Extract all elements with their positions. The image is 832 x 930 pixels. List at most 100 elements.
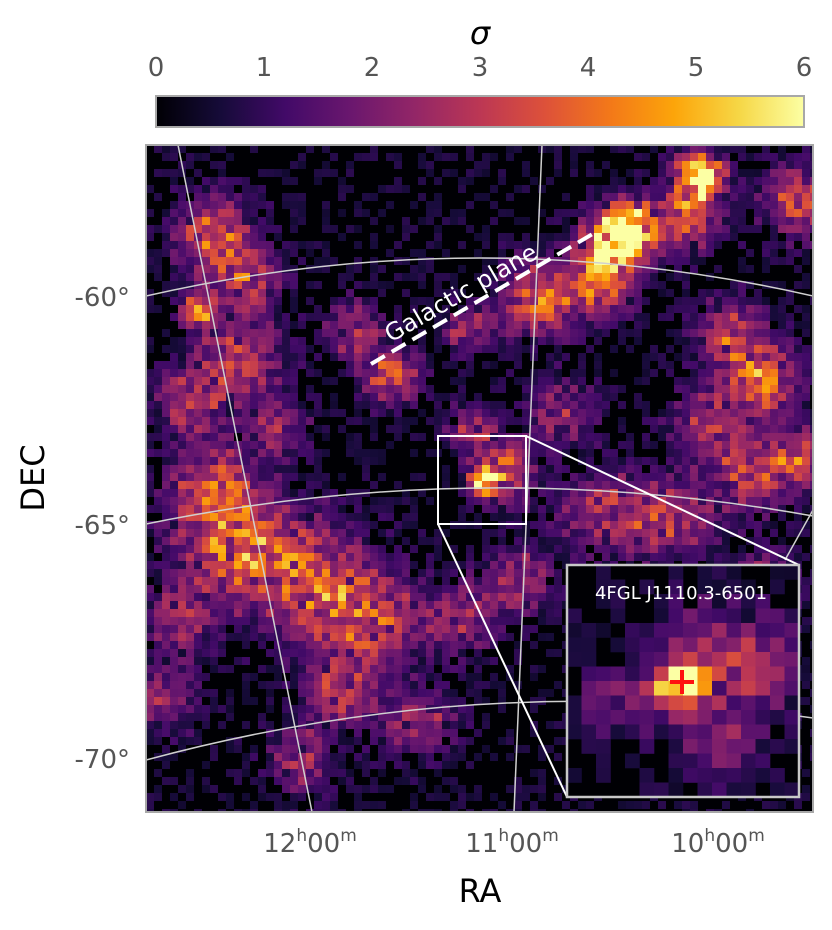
map-pixel (458, 457, 466, 465)
map-pixel (562, 441, 570, 449)
map-pixel (810, 145, 813, 153)
map-pixel (218, 249, 226, 257)
map-pixel (690, 481, 698, 489)
map-pixel (242, 673, 250, 681)
map-pixel (306, 433, 314, 441)
map-pixel (146, 529, 154, 537)
map-pixel (746, 425, 754, 433)
map-pixel (738, 521, 746, 529)
map-pixel (386, 353, 394, 361)
map-pixel (346, 537, 354, 545)
map-pixel (698, 449, 706, 457)
map-pixel (658, 153, 666, 161)
map-pixel (762, 145, 770, 153)
map-pixel (466, 489, 474, 497)
map-pixel (290, 361, 298, 369)
map-pixel (154, 561, 162, 569)
map-pixel (298, 777, 306, 785)
map-pixel (242, 305, 250, 313)
map-pixel (210, 393, 218, 401)
map-pixel (234, 417, 242, 425)
map-pixel (506, 281, 514, 289)
map-pixel (306, 721, 314, 729)
map-pixel (226, 305, 234, 313)
map-pixel (466, 641, 474, 649)
map-pixel (362, 385, 370, 393)
map-pixel (634, 337, 642, 345)
map-pixel (314, 625, 322, 633)
map-pixel (194, 681, 202, 689)
map-pixel (562, 513, 570, 521)
map-pixel (450, 273, 458, 281)
map-pixel (178, 337, 186, 345)
map-pixel (498, 241, 506, 249)
map-pixel (690, 409, 698, 417)
map-pixel (386, 385, 394, 393)
map-pixel (546, 561, 554, 569)
map-pixel (554, 753, 562, 761)
map-pixel (794, 345, 802, 353)
map-pixel (282, 313, 290, 321)
map-pixel (714, 513, 722, 521)
map-pixel (202, 297, 210, 305)
map-pixel (402, 369, 410, 377)
map-pixel (154, 385, 162, 393)
map-pixel (514, 241, 522, 249)
map-pixel (354, 385, 362, 393)
map-pixel (298, 257, 306, 265)
map-pixel (786, 193, 794, 201)
map-pixel (434, 193, 442, 201)
map-pixel (442, 617, 450, 625)
map-pixel (498, 689, 506, 697)
map-pixel (354, 297, 362, 305)
map-pixel (194, 737, 202, 745)
map-pixel (354, 577, 362, 585)
map-pixel (674, 145, 682, 153)
map-pixel (370, 217, 378, 225)
map-pixel (618, 297, 626, 305)
map-pixel (306, 697, 314, 705)
map-pixel (538, 577, 546, 585)
map-pixel (514, 289, 522, 297)
map-pixel (642, 409, 650, 417)
map-pixel (410, 273, 418, 281)
map-pixel (194, 185, 202, 193)
map-pixel (514, 337, 522, 345)
map-pixel (706, 441, 714, 449)
map-pixel (778, 313, 786, 321)
map-pixel (586, 473, 594, 481)
map-pixel (498, 513, 506, 521)
map-pixel (194, 441, 202, 449)
map-pixel (178, 457, 186, 465)
map-pixel (386, 617, 394, 625)
map-pixel (266, 505, 274, 513)
map-pixel (618, 273, 626, 281)
map-pixel (298, 433, 306, 441)
map-pixel (330, 337, 338, 345)
map-pixel (658, 281, 666, 289)
map-pixel (330, 377, 338, 385)
map-pixel (498, 409, 506, 417)
map-pixel (402, 361, 410, 369)
map-pixel (442, 289, 450, 297)
map-pixel (362, 625, 370, 633)
map-pixel (146, 601, 154, 609)
map-pixel (562, 193, 570, 201)
map-pixel (274, 585, 282, 593)
map-pixel (738, 177, 746, 185)
map-pixel (314, 177, 322, 185)
map-pixel (410, 585, 418, 593)
map-pixel (146, 249, 154, 257)
map-pixel (586, 481, 594, 489)
map-pixel (330, 665, 338, 673)
map-pixel (258, 425, 266, 433)
map-pixel (490, 681, 498, 689)
map-pixel (258, 361, 266, 369)
map-pixel (386, 697, 394, 705)
map-pixel (322, 753, 330, 761)
map-pixel (634, 153, 642, 161)
map-pixel (314, 673, 322, 681)
map-pixel (714, 377, 722, 385)
map-pixel (394, 353, 402, 361)
map-pixel (578, 329, 586, 337)
